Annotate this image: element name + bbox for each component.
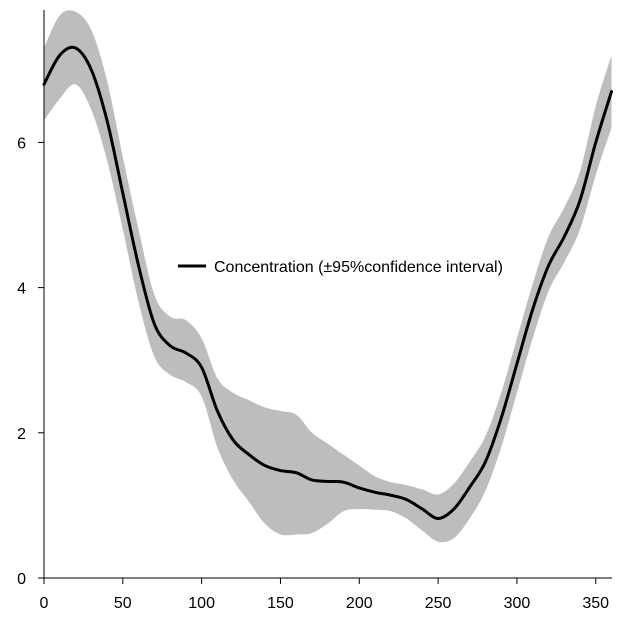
x-tick-label: 250: [425, 595, 452, 612]
x-tick-label: 100: [188, 595, 215, 612]
y-tick-label: 2: [17, 426, 26, 443]
y-tick-label: 4: [17, 281, 26, 298]
x-tick-label: 300: [504, 595, 531, 612]
y-tick-label: 6: [17, 135, 26, 152]
confidence-interval-band: [44, 10, 612, 543]
x-tick-label: 350: [582, 595, 609, 612]
x-tick-label: 150: [267, 595, 294, 612]
concentration-line: [42, 45, 613, 520]
legend-label: Concentration (±95%confidence interval): [214, 259, 503, 276]
x-tick-label: 0: [40, 595, 49, 612]
x-tick-label: 200: [346, 595, 373, 612]
y-tick-label: 0: [17, 571, 26, 588]
x-tick-label: 50: [114, 595, 132, 612]
